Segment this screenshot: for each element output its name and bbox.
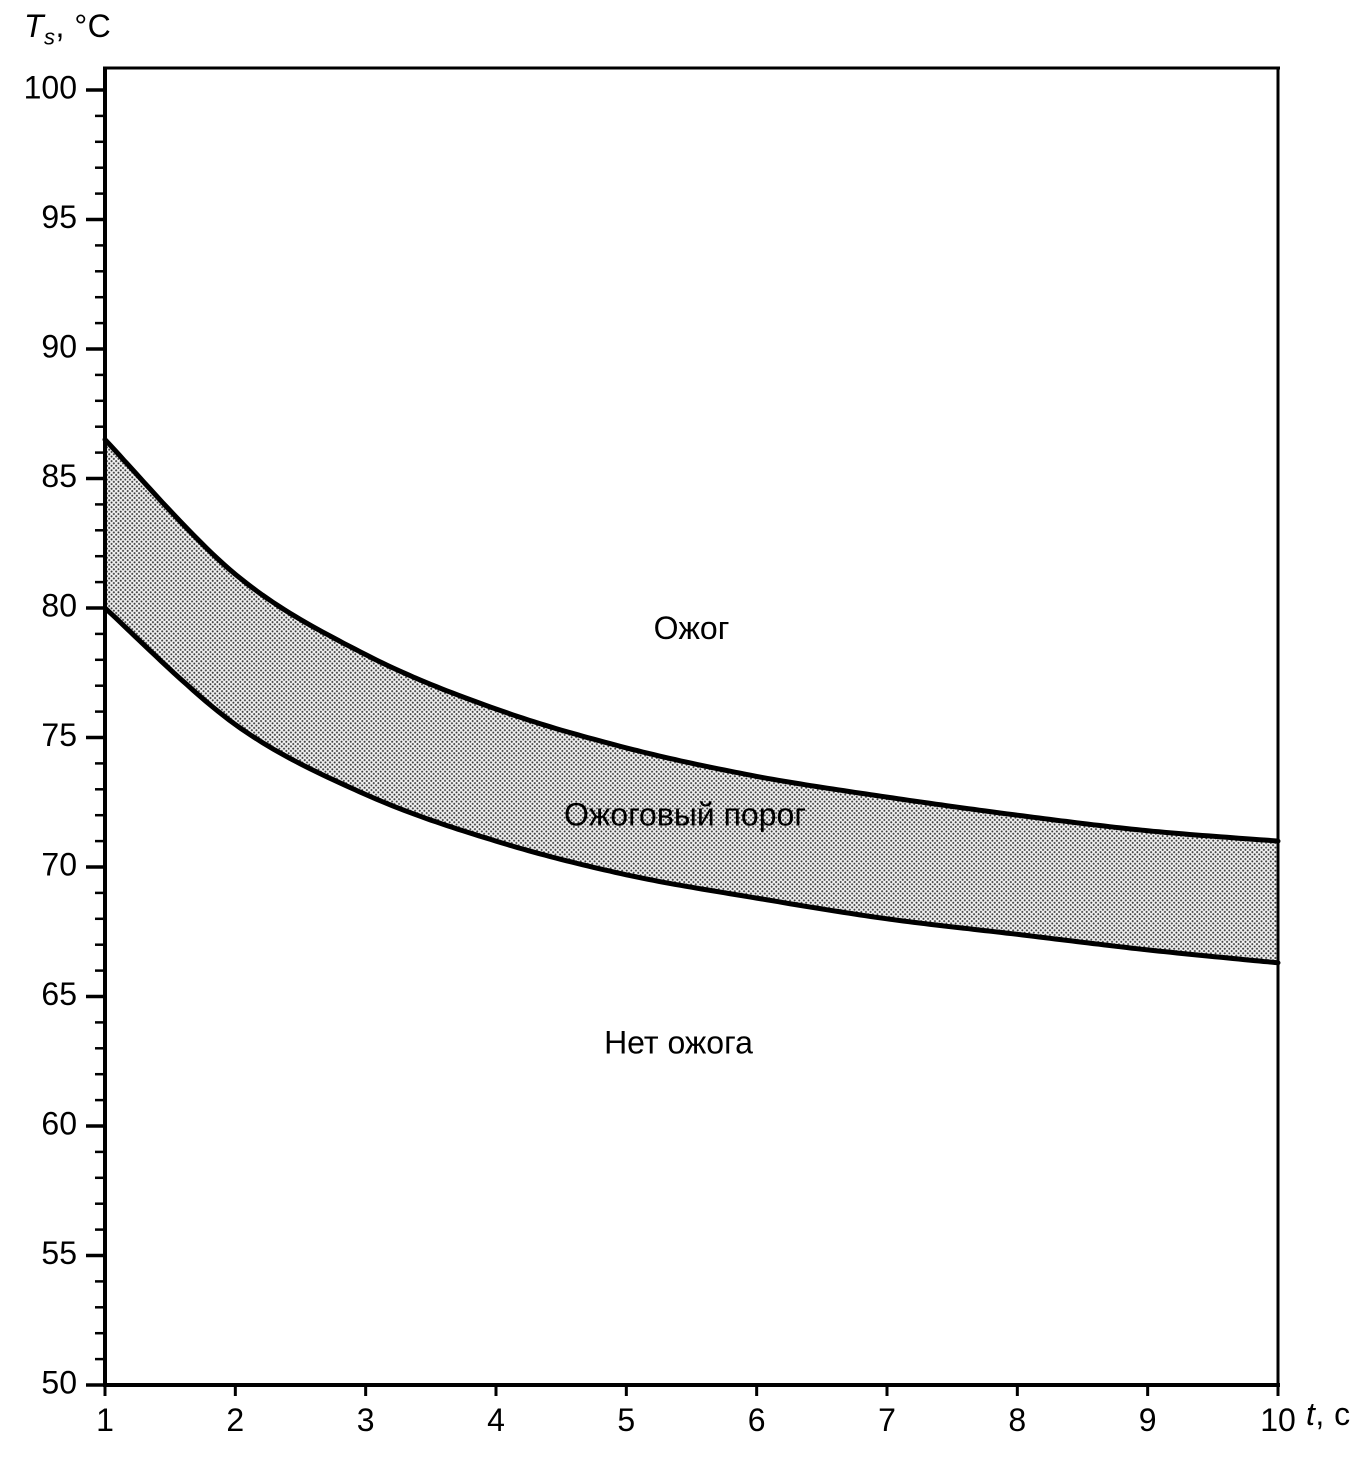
curve-lower-threshold	[102, 605, 1281, 966]
y-axis-title: Ts, °C	[24, 8, 111, 50]
y-tick-label: 60	[41, 1105, 77, 1141]
x-tick-label: 3	[357, 1402, 375, 1438]
y-tick-label: 90	[41, 328, 77, 364]
x-tick-label: 8	[1008, 1402, 1026, 1438]
y-tick-label: 70	[41, 846, 77, 882]
x-tick-label: 4	[487, 1402, 505, 1438]
x-axis-title: t, c	[1306, 1396, 1351, 1433]
x-tick-label: 5	[617, 1402, 635, 1438]
y-axis-subscript: s	[44, 24, 56, 50]
x-axis-variable: t	[1306, 1396, 1316, 1432]
y-tick-label: 75	[41, 717, 77, 753]
y-axis-ticks: 50 55 60 65 70 75 80 85 90 95 100	[24, 69, 105, 1400]
x-axis-unit: , c	[1315, 1396, 1351, 1432]
x-tick-label: 6	[748, 1402, 766, 1438]
y-tick-label: 50	[41, 1364, 77, 1400]
region-label-burn: Ожог	[654, 610, 730, 646]
x-tick-label: 7	[878, 1402, 896, 1438]
plot-frame	[103, 66, 1280, 1387]
x-tick-label: 2	[226, 1402, 244, 1438]
y-axis-unit: , °C	[55, 8, 112, 44]
y-tick-label: 85	[41, 458, 77, 494]
curve-upper-threshold	[102, 437, 1281, 844]
x-tick-label: 1	[96, 1402, 114, 1438]
region-label-threshold: Ожоговый порог	[564, 797, 806, 833]
y-tick-label: 55	[41, 1235, 77, 1271]
x-tick-label: 10	[1260, 1402, 1296, 1438]
x-axis-ticks: 1 2 3 4 5 6 7 8 9 10	[96, 1385, 1296, 1438]
y-tick-label: 65	[41, 976, 77, 1012]
threshold-band	[105, 439, 1278, 963]
y-tick-label: 80	[41, 587, 77, 623]
y-tick-label: 100	[24, 69, 77, 105]
x-tick-label: 9	[1139, 1402, 1157, 1438]
y-tick-label: 95	[41, 199, 77, 235]
y-axis-variable: T	[24, 8, 45, 44]
region-label-no-burn: Нет ожога	[604, 1024, 753, 1060]
